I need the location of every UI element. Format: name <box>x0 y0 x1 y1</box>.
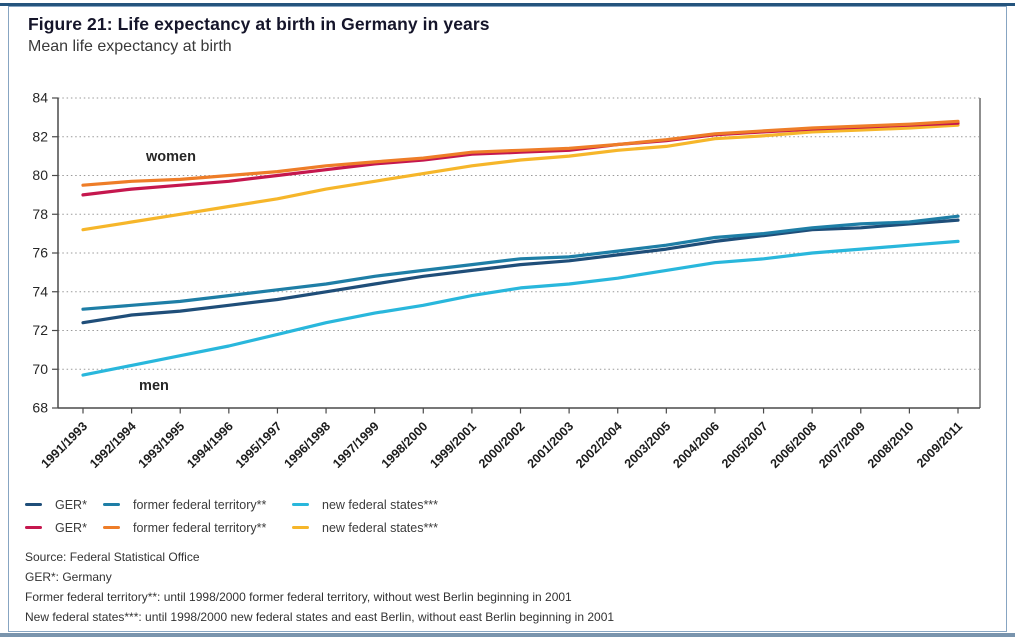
legend-item: former federal territory** <box>103 520 266 535</box>
legend-item: GER* <box>25 520 87 535</box>
series-line-ger-men <box>81 218 960 325</box>
chart-label-women: women <box>145 149 196 165</box>
y-axis-label: 74 <box>32 283 48 299</box>
top-border-bar <box>0 3 1015 6</box>
y-axis-label: 70 <box>32 361 48 377</box>
y-axis-label: 84 <box>32 90 48 106</box>
chart-label-men: men <box>139 378 169 394</box>
x-axis-label: 1992/1994 <box>87 419 139 471</box>
y-axis-label: 82 <box>32 128 48 144</box>
legend-swatch <box>25 525 42 530</box>
footnote-line: Former federal territory**: until 1998/2… <box>25 590 572 604</box>
y-axis-label: 78 <box>32 206 48 222</box>
figure-frame <box>8 6 1007 632</box>
bottom-border-bar <box>0 633 1015 637</box>
x-axis-label: 2002/2004 <box>573 419 625 471</box>
x-axis-label: 1999/2001 <box>427 419 479 471</box>
series-line-former-territory-women <box>81 119 960 187</box>
footnotes: Source: Federal Statistical Office GER*: … <box>25 547 614 627</box>
series-line-new-states-women <box>81 123 960 232</box>
figure-subtitle: Mean life expectancy at birth <box>28 38 232 55</box>
x-axis-label: 1994/1996 <box>184 419 236 471</box>
y-axis-label: 76 <box>32 245 48 261</box>
x-axis-label: 2001/2003 <box>525 419 577 471</box>
x-axis-label: 1998/2000 <box>379 419 431 471</box>
legend-item: GER* <box>25 497 87 512</box>
x-axis-label: 1991/1993 <box>38 419 90 471</box>
x-axis-label: 2005/2007 <box>719 419 771 471</box>
legend-item: new federal states*** <box>292 497 438 512</box>
legend-row: GER* former federal territory** new federa… <box>0 520 1015 535</box>
legend-swatch <box>103 525 120 530</box>
legend-swatch <box>25 502 42 507</box>
footnote-line: New federal states***: until 1998/2000 n… <box>25 610 615 624</box>
x-axis-label: 2009/2011 <box>914 419 965 470</box>
legend-swatch <box>292 525 309 530</box>
legend-label: GER* <box>55 520 87 535</box>
x-axis-label: 1993/1995 <box>136 419 188 471</box>
y-axis-label: 68 <box>32 400 48 416</box>
legend-swatch <box>292 502 309 507</box>
legend-label: GER* <box>55 497 87 512</box>
legend-label: former federal territory** <box>133 520 267 535</box>
legend-item: former federal territory** <box>103 497 266 512</box>
x-axis-label: 2008/2010 <box>865 419 917 471</box>
footnote-line: Source: Federal Statistical Office <box>25 550 200 564</box>
footnote-line: GER*: Germany <box>25 570 112 584</box>
legend-swatch <box>103 502 120 507</box>
x-axis-label: 1997/1999 <box>330 419 382 471</box>
figure-title: Figure 21: Life expectancy at birth in G… <box>28 14 490 34</box>
legend-label: new federal states*** <box>322 520 439 535</box>
legend-label: new federal states*** <box>322 497 439 512</box>
legend-item: new federal states*** <box>292 520 438 535</box>
x-axis-label: 2000/2002 <box>476 419 528 471</box>
x-axis-label: 2004/2006 <box>670 419 722 471</box>
x-axis-label: 2003/2005 <box>622 419 674 471</box>
legend-row: GER* former federal territory** new federa… <box>0 497 1015 512</box>
series-line-former-territory-men <box>81 214 960 311</box>
legend-label: former federal territory** <box>133 497 267 512</box>
x-axis-label: 2007/2009 <box>816 419 868 471</box>
x-axis-label: 1995/1997 <box>233 419 285 471</box>
y-axis-label: 80 <box>32 167 48 183</box>
chart-svg: 68 70 72 74 76 78 80 82 84 1991/19931992/19941993… <box>32 90 981 471</box>
y-axis-label: 72 <box>32 322 48 338</box>
series-line-new-states-men <box>81 239 960 377</box>
x-axis-label: 2006/2008 <box>768 419 820 471</box>
x-axis-label: 1996/1998 <box>281 419 333 471</box>
